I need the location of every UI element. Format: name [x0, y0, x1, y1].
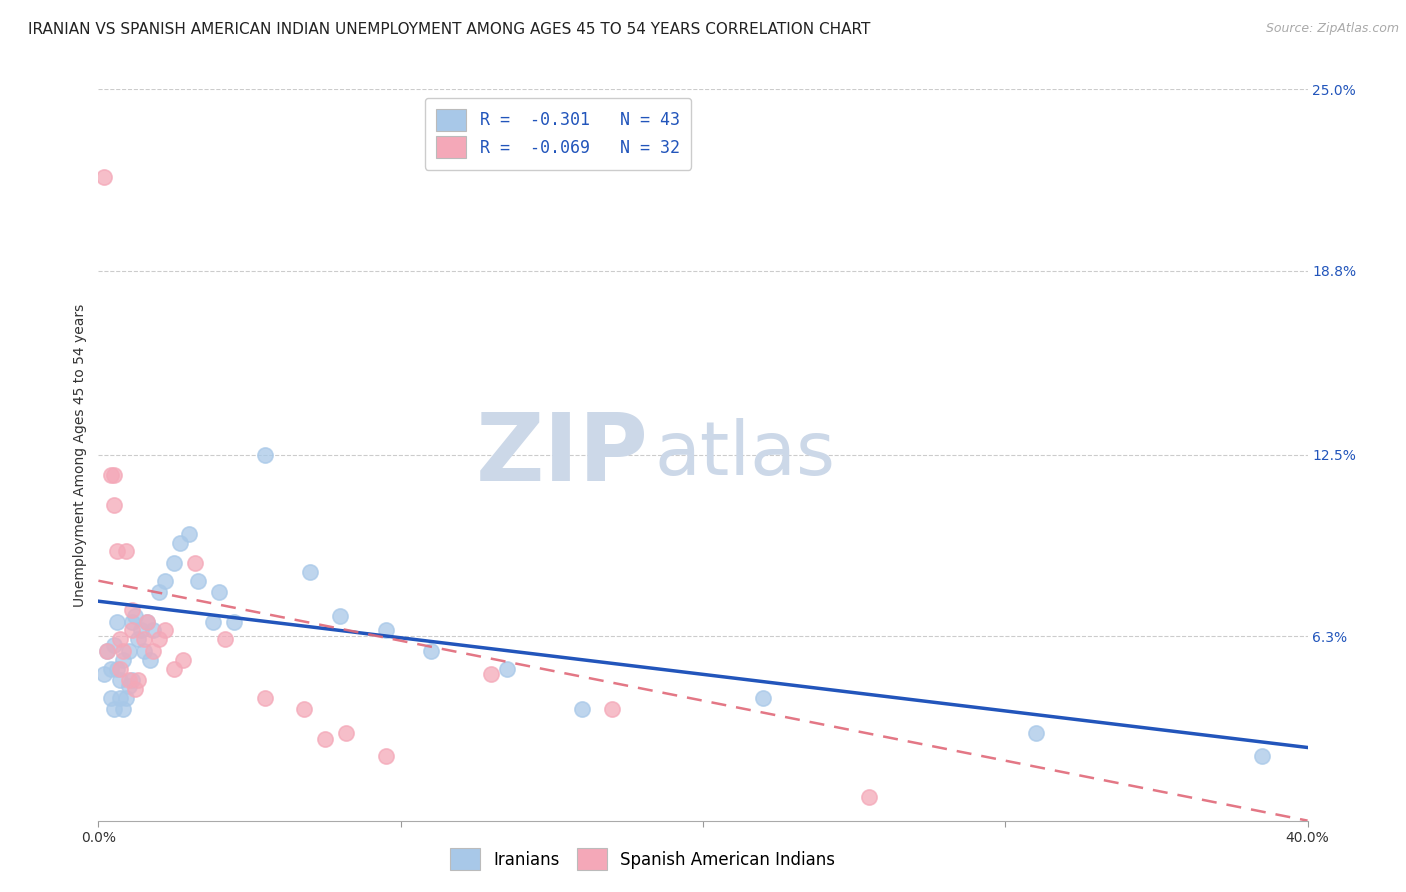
Point [752, 690, 775, 705]
Point [132, 644, 155, 658]
Point [571, 702, 593, 716]
Point [111, 702, 134, 716]
Legend: Iranians, Spanish American Indians: Iranians, Spanish American Indians [441, 840, 844, 878]
Point [148, 585, 170, 599]
Point [121, 673, 143, 688]
Point [93, 667, 115, 681]
Point [602, 702, 624, 716]
Point [114, 690, 136, 705]
Point [108, 661, 131, 675]
Point [374, 624, 396, 638]
Text: IRANIAN VS SPANISH AMERICAN INDIAN UNEMPLOYMENT AMONG AGES 45 TO 54 YEARS CORREL: IRANIAN VS SPANISH AMERICAN INDIAN UNEMP… [28, 22, 870, 37]
Point [132, 632, 155, 647]
Point [329, 608, 352, 623]
Point [1251, 749, 1274, 764]
Point [108, 690, 131, 705]
Point [202, 615, 225, 629]
Point [118, 644, 141, 658]
Point [184, 556, 207, 570]
Point [858, 790, 880, 805]
Text: atlas: atlas [655, 418, 835, 491]
Point [121, 603, 143, 617]
Point [179, 527, 201, 541]
Y-axis label: Unemployment Among Ages 45 to 54 years: Unemployment Among Ages 45 to 54 years [73, 303, 87, 607]
Text: ZIP: ZIP [475, 409, 648, 501]
Point [481, 667, 503, 681]
Point [335, 726, 357, 740]
Point [142, 644, 165, 658]
Point [224, 615, 246, 629]
Point [100, 468, 122, 483]
Point [105, 661, 128, 675]
Point [214, 632, 236, 647]
Point [100, 661, 122, 675]
Point [118, 679, 141, 693]
Point [103, 468, 125, 483]
Point [163, 661, 186, 675]
Point [103, 702, 125, 716]
Point [124, 681, 146, 696]
Point [121, 615, 143, 629]
Point [163, 556, 186, 570]
Point [172, 653, 194, 667]
Point [187, 574, 209, 588]
Point [1024, 726, 1046, 740]
Point [129, 624, 152, 638]
Point [292, 702, 315, 716]
Point [100, 690, 122, 705]
Point [108, 632, 131, 647]
Point [299, 565, 322, 579]
Point [208, 585, 231, 599]
Point [105, 544, 128, 558]
Point [121, 624, 143, 638]
Point [108, 673, 131, 688]
Point [139, 653, 162, 667]
Point [111, 644, 134, 658]
Point [127, 632, 149, 647]
Point [420, 644, 443, 658]
Point [103, 498, 125, 512]
Point [374, 749, 396, 764]
Point [93, 169, 115, 184]
Point [135, 615, 157, 629]
Point [253, 690, 276, 705]
Text: Source: ZipAtlas.com: Source: ZipAtlas.com [1265, 22, 1399, 36]
Point [142, 624, 165, 638]
Point [169, 535, 191, 549]
Point [111, 653, 134, 667]
Point [153, 574, 176, 588]
Point [253, 448, 276, 462]
Point [314, 731, 336, 746]
Point [124, 608, 146, 623]
Point [114, 544, 136, 558]
Point [96, 644, 118, 658]
Point [148, 632, 170, 647]
Point [135, 615, 157, 629]
Point [495, 661, 517, 675]
Point [105, 615, 128, 629]
Point [153, 624, 176, 638]
Point [103, 638, 125, 652]
Point [118, 673, 141, 688]
Point [127, 673, 149, 688]
Point [96, 644, 118, 658]
